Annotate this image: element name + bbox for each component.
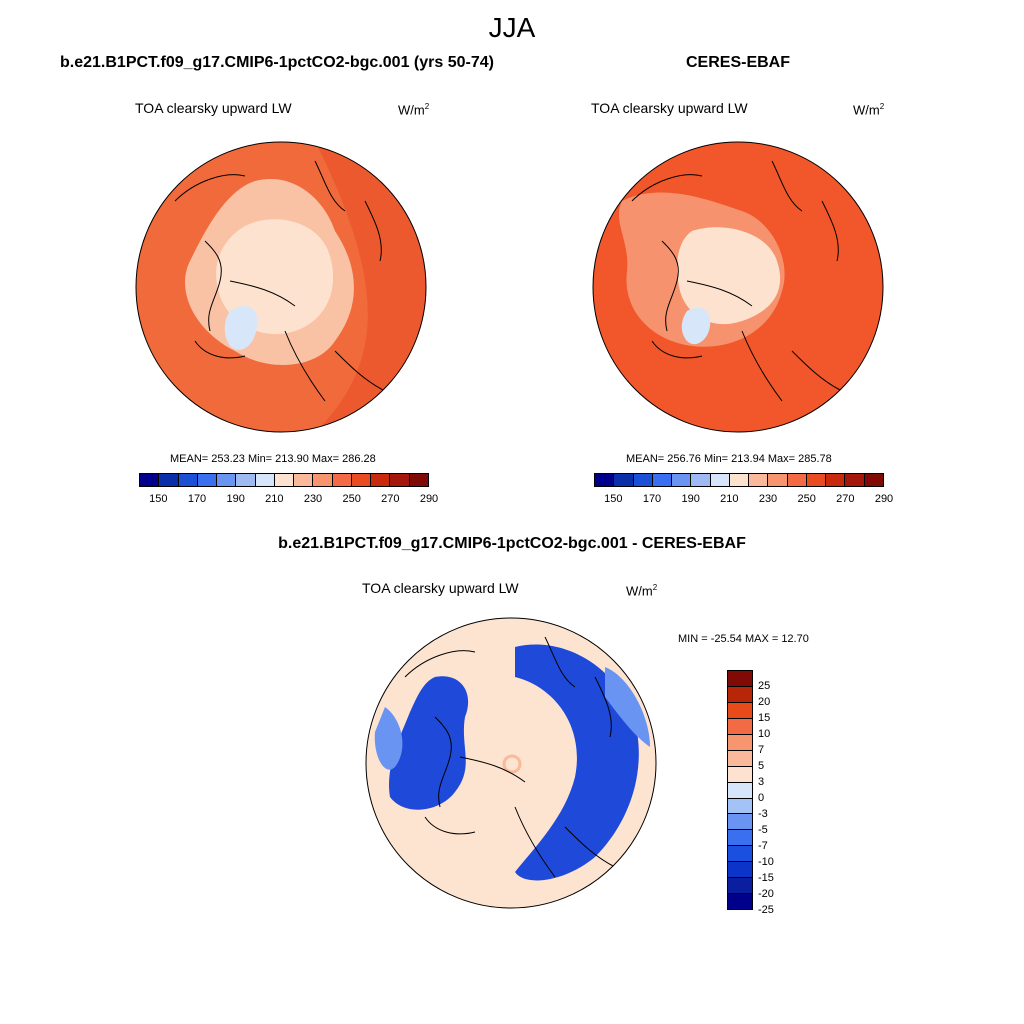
colorbar-tick-label: 270 <box>836 493 855 505</box>
obs-unit-label: W/m2 <box>853 102 885 118</box>
colorbar-segment <box>633 474 653 486</box>
model-colorbar-ticks: 150 170 190 210 230 250 270 290 <box>139 493 438 507</box>
colorbar-tick-label: 3 <box>758 776 765 788</box>
colorbar-tick-label: -3 <box>758 808 768 820</box>
colorbar-tick-label: 290 <box>874 493 894 505</box>
colorbar-tick-label: 210 <box>265 493 284 505</box>
model-unit-label: W/m2 <box>398 102 430 118</box>
model-polar-map <box>135 141 427 433</box>
obs-stats: MEAN= 256.76 Min= 213.94 Max= 285.78 <box>626 453 832 465</box>
diff-colorbar-ticks: 25 20 15 10 7 5 3 0 -3 -5 -7 -10 -15 -20 -25 <box>758 670 798 916</box>
colorbar-segment <box>728 798 752 815</box>
diff-panel-title: b.e21.B1PCT.f09_g17.CMIP6-1pctCO2-bgc.00… <box>278 535 746 552</box>
colorbar-tick-label: -20 <box>758 888 774 900</box>
colorbar-tick-label: 7 <box>758 743 765 756</box>
colorbar-segment <box>728 846 752 863</box>
colorbar-segment <box>140 474 160 486</box>
colorbar-segment <box>728 862 752 879</box>
colorbar-segment <box>371 474 391 486</box>
colorbar-segment <box>595 474 615 486</box>
colorbar-segment <box>178 474 198 486</box>
colorbar-segment <box>729 474 750 486</box>
colorbar-segment <box>806 474 827 486</box>
obs-panel-title: CERES-EBAF <box>686 54 791 71</box>
colorbar-tick-label: 250 <box>797 493 816 505</box>
obs-polar-map <box>592 141 884 433</box>
colorbar-segment <box>710 474 730 486</box>
colorbar-segment <box>409 474 428 486</box>
colorbar-segment <box>728 766 752 783</box>
colorbar-segment <box>217 474 237 486</box>
colorbar-segment <box>787 474 807 486</box>
colorbar-tick-label: 150 <box>149 493 168 505</box>
obs-variable-label: TOA clearsky upward LW <box>591 100 748 116</box>
diff-stats: MIN = -25.54 MAX = 12.70 <box>678 633 809 645</box>
colorbar-segment <box>728 782 752 799</box>
colorbar-segment <box>728 718 752 735</box>
colorbar-segment <box>728 702 752 719</box>
colorbar-segment <box>294 474 314 486</box>
colorbar-segment <box>274 474 295 486</box>
colorbar-tick-label: -5 <box>758 823 768 836</box>
colorbar-segment <box>728 894 752 910</box>
colorbar-segment <box>672 474 692 486</box>
model-variable-label: TOA clearsky upward LW <box>135 100 292 116</box>
obs-colorbar-ticks: 150 170 190 210 230 250 270 290 <box>594 493 893 507</box>
diff-variable-label: TOA clearsky upward LW <box>362 580 519 596</box>
colorbar-segment <box>691 474 711 486</box>
season-title: JJA <box>488 12 536 43</box>
colorbar-segment <box>313 474 333 486</box>
colorbar-tick-label: 15 <box>758 712 771 724</box>
colorbar-segment <box>728 671 752 687</box>
colorbar-tick-label: 5 <box>758 760 765 772</box>
model-stats: MEAN= 253.23 Min= 213.90 Max= 286.28 <box>170 453 376 465</box>
colorbar-segment <box>768 474 788 486</box>
model-panel-title: b.e21.B1PCT.f09_g17.CMIP6-1pctCO2-bgc.00… <box>60 54 494 71</box>
colorbar-tick-label: 290 <box>419 493 439 505</box>
colorbar-tick-label: -7 <box>758 840 768 852</box>
diff-polar-map <box>365 617 657 909</box>
colorbar-segment <box>864 474 883 486</box>
colorbar-segment <box>845 474 865 486</box>
colorbar-tick-label: -25 <box>758 904 774 916</box>
colorbar-tick-label: 170 <box>187 493 207 505</box>
colorbar-tick-label: 190 <box>226 493 245 505</box>
colorbar-tick-label: 10 <box>758 728 771 740</box>
colorbar-segment <box>614 474 634 486</box>
model-colorbar <box>139 473 429 487</box>
colorbar-segment <box>728 686 752 703</box>
colorbar-tick-label: 190 <box>681 493 700 505</box>
colorbar-segment <box>197 474 218 486</box>
colorbar-segment <box>728 830 752 847</box>
colorbar-tick-label: -10 <box>758 856 774 868</box>
colorbar-segment <box>351 474 372 486</box>
colorbar-segment <box>728 878 752 895</box>
colorbar-tick-label: 150 <box>604 493 623 505</box>
colorbar-segment <box>749 474 769 486</box>
colorbar-segment <box>159 474 179 486</box>
obs-colorbar <box>594 473 884 487</box>
colorbar-tick-label: 170 <box>642 493 662 505</box>
diff-unit-label: W/m2 <box>626 583 658 599</box>
colorbar-tick-label: 0 <box>758 792 765 804</box>
diff-colorbar <box>727 670 753 910</box>
colorbar-tick-label: 230 <box>303 493 323 505</box>
colorbar-tick-label: 210 <box>720 493 739 505</box>
colorbar-tick-label: 270 <box>381 493 400 505</box>
colorbar-segment <box>652 474 673 486</box>
colorbar-segment <box>728 734 752 751</box>
colorbar-segment <box>332 474 352 486</box>
colorbar-segment <box>728 750 752 767</box>
colorbar-tick-label: 20 <box>758 696 771 708</box>
colorbar-segment <box>390 474 410 486</box>
colorbar-segment <box>255 474 275 486</box>
colorbar-tick-label: -15 <box>758 872 774 884</box>
colorbar-segment <box>728 814 752 831</box>
colorbar-segment <box>826 474 846 486</box>
colorbar-tick-label: 25 <box>758 680 771 692</box>
colorbar-tick-label: 230 <box>758 493 778 505</box>
colorbar-segment <box>236 474 256 486</box>
colorbar-tick-label: 250 <box>342 493 361 505</box>
